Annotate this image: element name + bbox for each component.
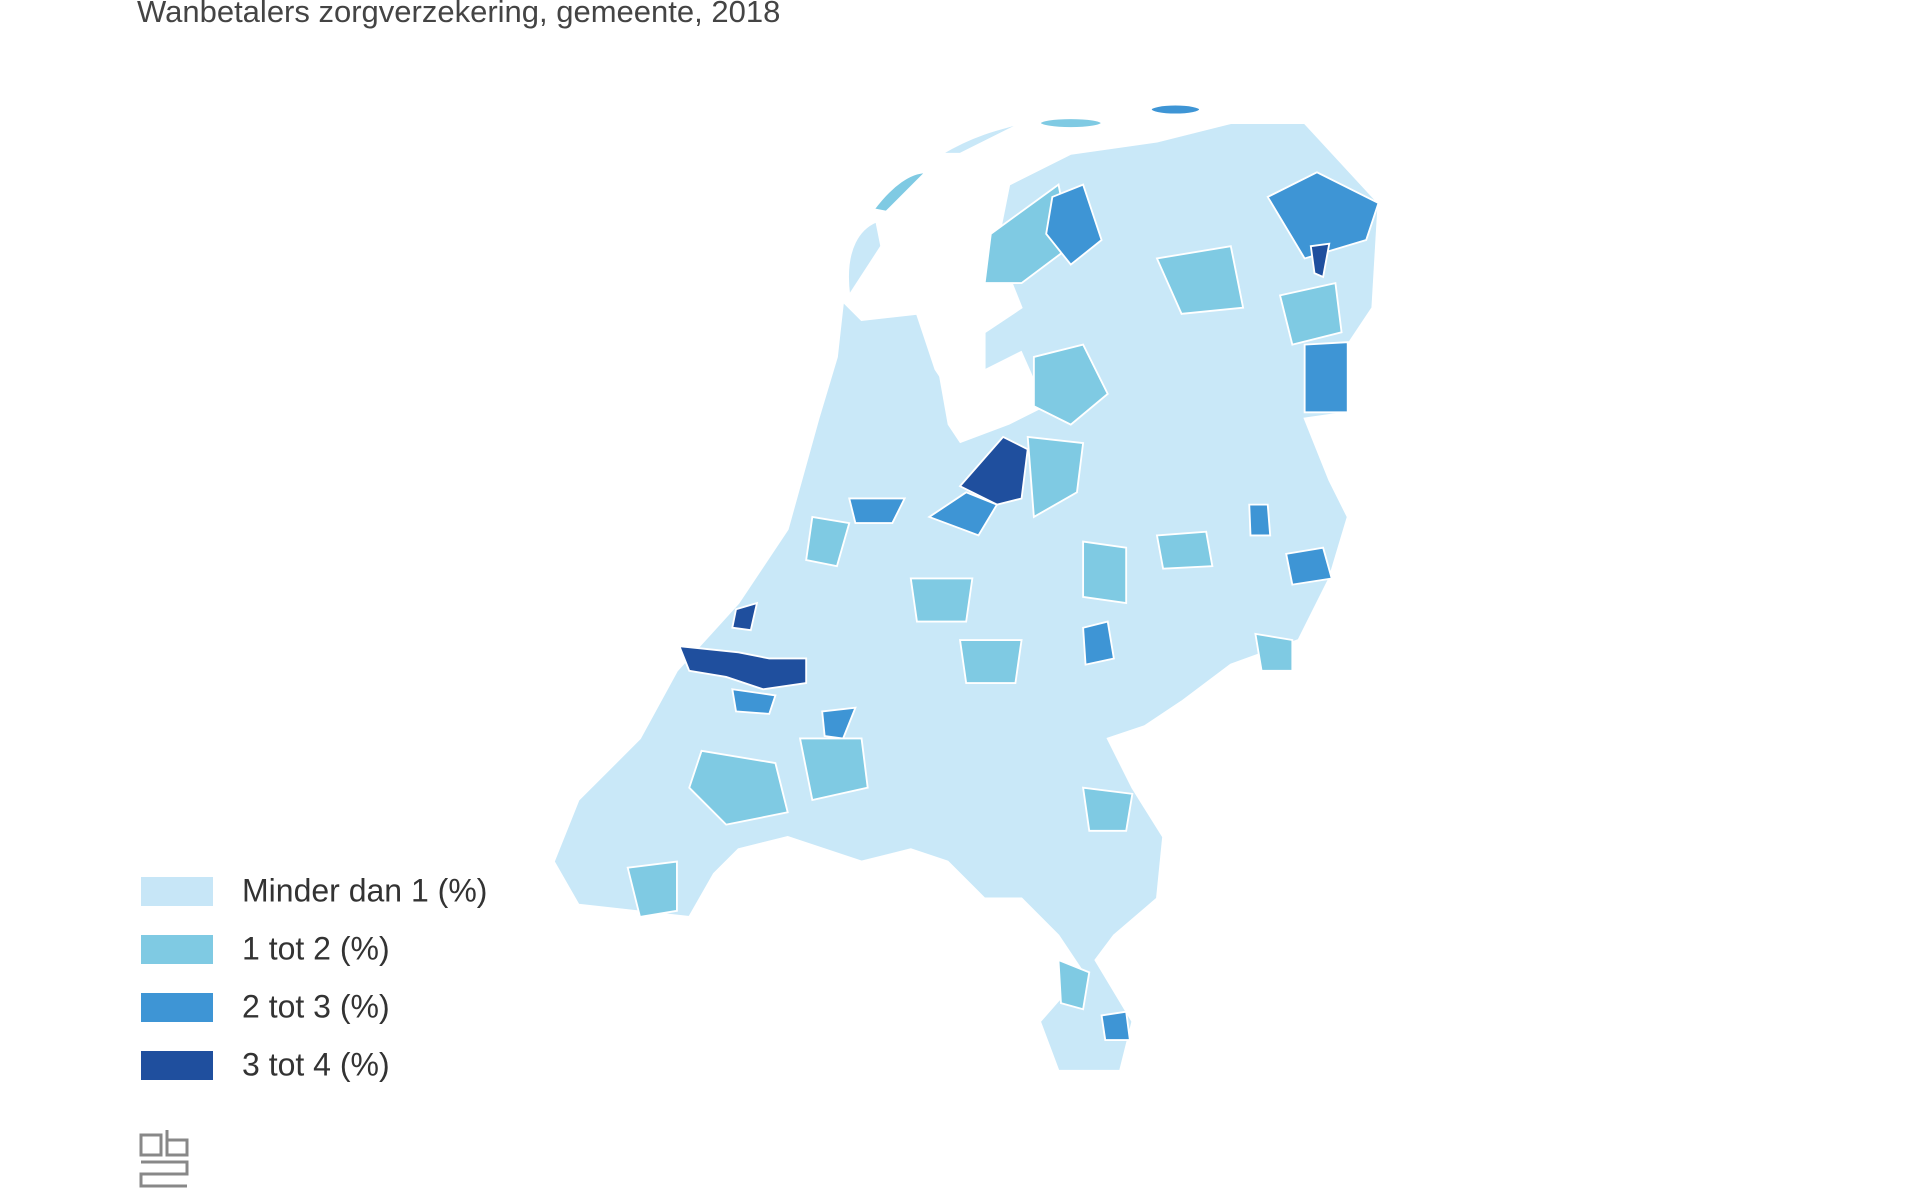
region xyxy=(798,737,869,802)
region xyxy=(1285,546,1333,586)
region xyxy=(909,577,974,623)
region xyxy=(848,497,907,525)
region xyxy=(1155,530,1214,570)
region xyxy=(805,515,851,568)
legend-swatch xyxy=(141,993,213,1022)
cbs-logo xyxy=(139,1130,189,1188)
map xyxy=(552,103,1380,1072)
region xyxy=(1057,958,1091,1011)
region xyxy=(927,491,999,537)
island xyxy=(847,220,883,299)
region xyxy=(983,183,1072,285)
region xyxy=(1155,245,1245,315)
island xyxy=(1039,117,1103,129)
region xyxy=(1026,435,1085,519)
region xyxy=(1045,183,1103,266)
legend-label: 1 tot 2 (%) xyxy=(242,930,390,966)
region xyxy=(1082,540,1128,605)
region xyxy=(1266,171,1380,260)
island xyxy=(872,171,928,213)
island xyxy=(1149,103,1201,116)
legend-swatch xyxy=(141,1051,213,1080)
region xyxy=(677,645,808,691)
region xyxy=(731,601,759,632)
region xyxy=(1032,343,1109,426)
legend-label: 2 tot 3 (%) xyxy=(242,988,390,1024)
region xyxy=(1254,632,1294,672)
map-title: Wanbetalers zorgverzekering, gemeente, 2… xyxy=(137,0,780,29)
region xyxy=(1082,620,1115,666)
region xyxy=(1100,1010,1131,1041)
region xyxy=(731,688,777,715)
region xyxy=(626,860,678,918)
region xyxy=(1303,341,1349,414)
island xyxy=(938,122,1022,155)
region xyxy=(958,639,1023,685)
legend-swatch xyxy=(141,935,213,964)
legend-label: Minder dan 1 (%) xyxy=(242,872,487,908)
region xyxy=(1248,503,1272,537)
legend-label: 3 tot 4 (%) xyxy=(242,1046,390,1082)
region xyxy=(1309,242,1331,279)
region xyxy=(1278,281,1343,346)
legend: Minder dan 1 (%) 1 tot 2 (%) 2 tot 3 (%) 3 … xyxy=(141,872,487,1082)
region xyxy=(1082,786,1134,832)
legend-swatch xyxy=(141,877,213,906)
region xyxy=(688,749,789,826)
